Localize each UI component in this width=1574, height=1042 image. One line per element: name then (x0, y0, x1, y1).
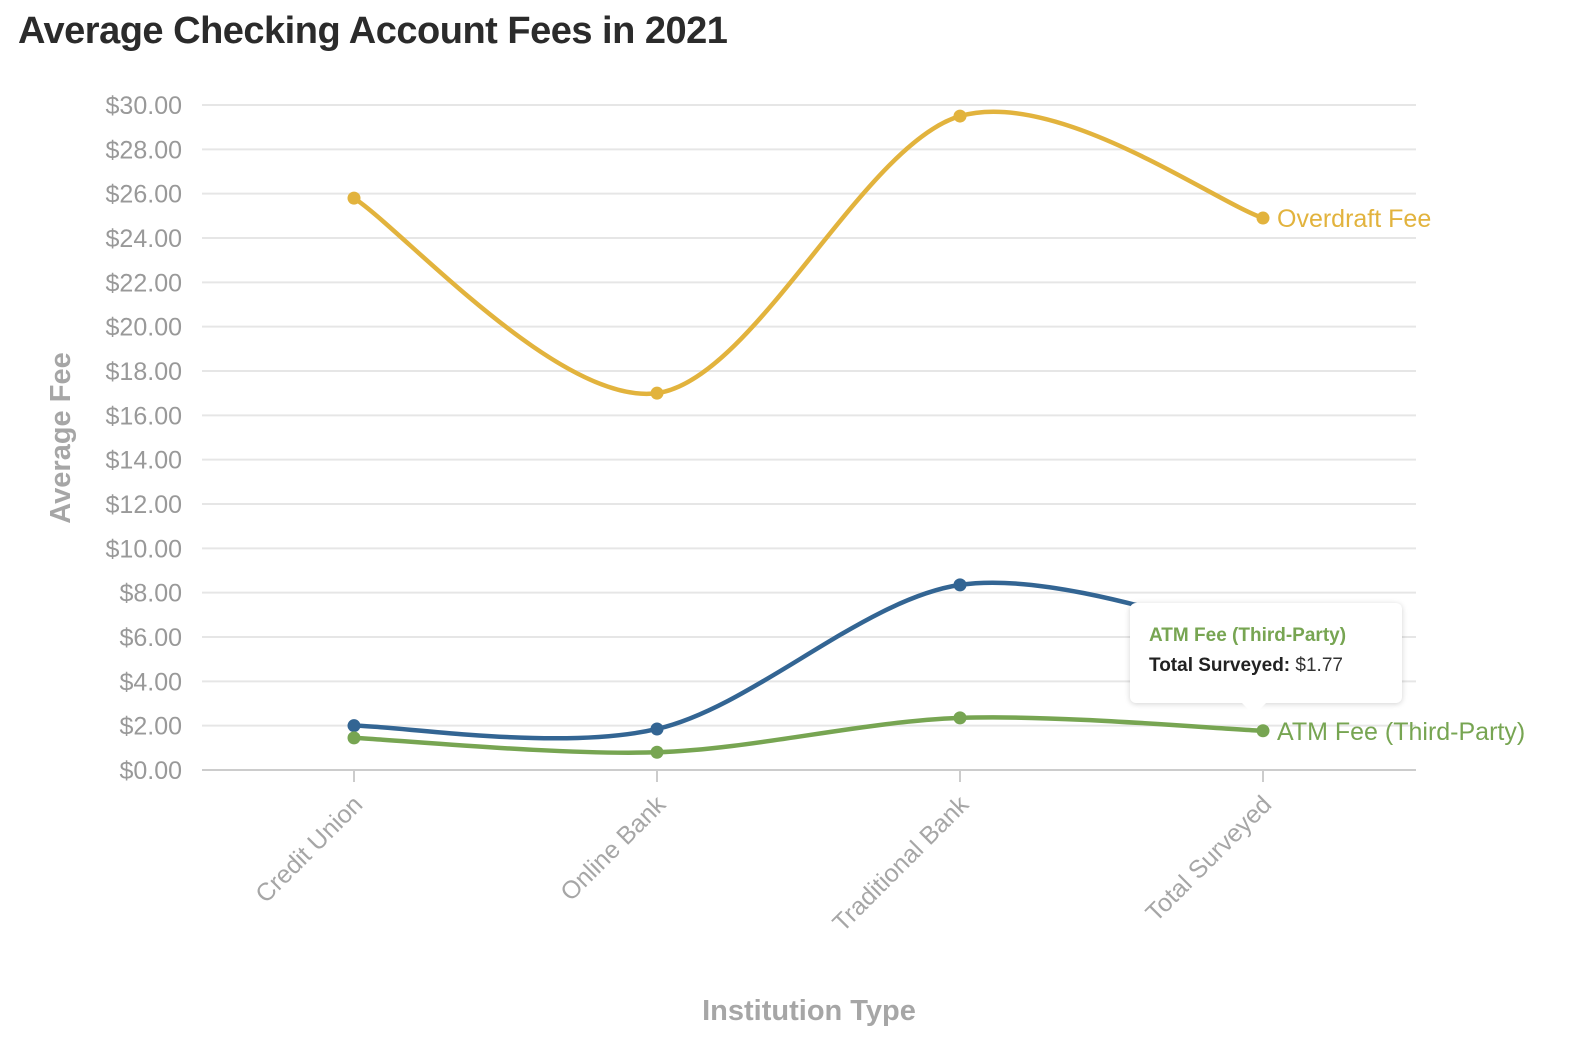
y-tick-label: $20.00 (106, 314, 182, 342)
data-point[interactable] (650, 386, 664, 400)
data-point[interactable] (347, 731, 361, 745)
y-tick-label: $14.00 (106, 447, 182, 475)
gridlines (202, 104, 1416, 727)
y-tick-label: $22.00 (106, 269, 182, 297)
x-tick-label: Total Surveyed (1141, 790, 1278, 927)
series-line[interactable] (351, 109, 1266, 396)
x-axis-ticks: Credit Union Online Bank Traditional Bank T… (250, 790, 1277, 937)
tooltip-label: Total Surveyed: (1149, 655, 1291, 676)
y-tick-label: $30.00 (106, 92, 182, 120)
y-tick-label: $8.00 (119, 580, 182, 608)
tooltip: ATM Fee (Third-Party) Total Surveyed: $1… (1130, 603, 1402, 715)
data-point[interactable] (347, 719, 361, 733)
tooltip-value: $1.77 (1295, 655, 1343, 676)
tooltip-value-row: Total Surveyed: $1.77 (1149, 655, 1402, 677)
chart-title: Average Checking Account Fees in 2021 (18, 10, 728, 52)
series-end-label: Overdraft Fee (1277, 205, 1431, 233)
x-axis-label: Institution Type (702, 995, 916, 1027)
y-tick-label: $24.00 (106, 225, 182, 253)
y-tick-label: $6.00 (119, 624, 182, 652)
x-tick-label: Credit Union (250, 790, 368, 908)
x-tick-label: Traditional Bank (827, 790, 974, 937)
data-point[interactable] (650, 745, 664, 759)
y-tick-label: $0.00 (119, 757, 182, 785)
data-point[interactable] (953, 578, 967, 592)
x-tick-label: Online Bank (555, 790, 671, 906)
data-point[interactable] (1256, 211, 1270, 225)
series-end-label: ATM Fee (Third-Party) (1277, 718, 1525, 746)
y-tick-label: $12.00 (106, 491, 182, 519)
x-axis (202, 769, 1416, 782)
y-tick-label: $16.00 (106, 402, 182, 430)
y-tick-label: $18.00 (106, 358, 182, 386)
y-axis-ticks: $0.00 $2.00 $4.00 $6.00 $8.00 $10.00 $12.00 $14… (106, 92, 182, 785)
data-point[interactable] (347, 191, 361, 205)
series-lines (351, 109, 1266, 755)
series-line[interactable] (351, 715, 1266, 755)
tooltip-series-name: ATM Fee (Third-Party) (1149, 625, 1347, 646)
series-points (347, 109, 1270, 759)
y-tick-label: $10.00 (106, 535, 182, 563)
y-axis-label: Average Fee (45, 352, 77, 523)
data-point[interactable] (953, 711, 967, 725)
y-tick-label: $2.00 (119, 713, 182, 741)
data-point[interactable] (650, 722, 664, 736)
y-tick-label: $28.00 (106, 136, 182, 164)
y-tick-label: $4.00 (119, 668, 182, 696)
data-point[interactable] (953, 109, 967, 123)
data-point[interactable] (1256, 724, 1270, 738)
y-tick-label: $26.00 (106, 181, 182, 209)
series-line[interactable] (351, 580, 1266, 741)
